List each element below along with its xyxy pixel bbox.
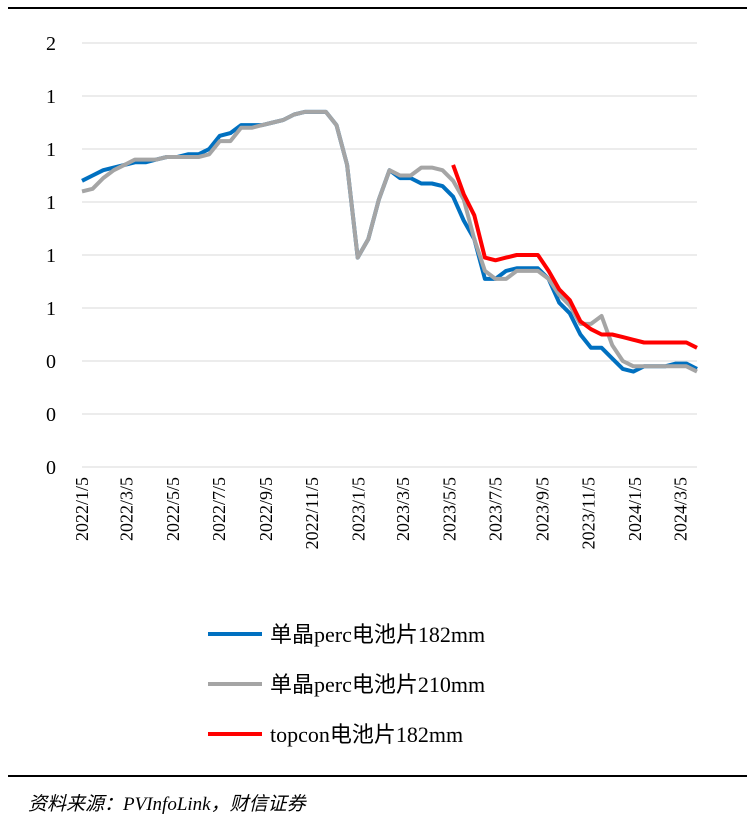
x-tick-label: 2022/5/5 (163, 477, 183, 541)
legend-label: 单晶perc电池片182mm (270, 622, 485, 647)
x-tick-label: 2024/3/5 (670, 477, 690, 541)
x-tick-label: 2023/9/5 (532, 477, 552, 541)
x-tick-label: 2023/3/5 (393, 477, 413, 541)
series-line (451, 164, 698, 350)
y-tick-label: 1 (46, 139, 56, 161)
x-tick-label: 2022/1/5 (72, 477, 92, 541)
x-tick-label: 2022/3/5 (117, 477, 137, 541)
x-tick-label: 2023/1/5 (348, 477, 368, 541)
legend-label: 单晶perc电池片210mm (270, 672, 485, 697)
source-note: 资料来源：PVInfoLink，财信证券 (28, 793, 308, 815)
y-tick-label: 0 (46, 404, 56, 426)
y-tick-label: 2 (46, 33, 56, 55)
y-tick-label: 1 (46, 298, 56, 320)
legend-label: topcon电池片182mm (270, 722, 463, 747)
y-tick-label: 1 (46, 86, 56, 108)
y-tick-label: 1 (46, 245, 56, 267)
x-tick-label: 2023/5/5 (439, 477, 459, 541)
x-tick-label: 2022/11/5 (302, 477, 322, 549)
y-tick-label: 1 (46, 192, 56, 214)
x-tick-label: 2024/1/5 (625, 477, 645, 541)
series-line (81, 109, 698, 374)
x-tick-label: 2023/7/5 (486, 477, 506, 541)
y-tick-label: 0 (46, 351, 56, 373)
y-tick-label: 0 (46, 457, 56, 479)
x-tick-label: 2023/11/5 (579, 477, 599, 549)
x-tick-label: 2022/9/5 (256, 477, 276, 541)
x-tick-label: 2022/7/5 (209, 477, 229, 541)
